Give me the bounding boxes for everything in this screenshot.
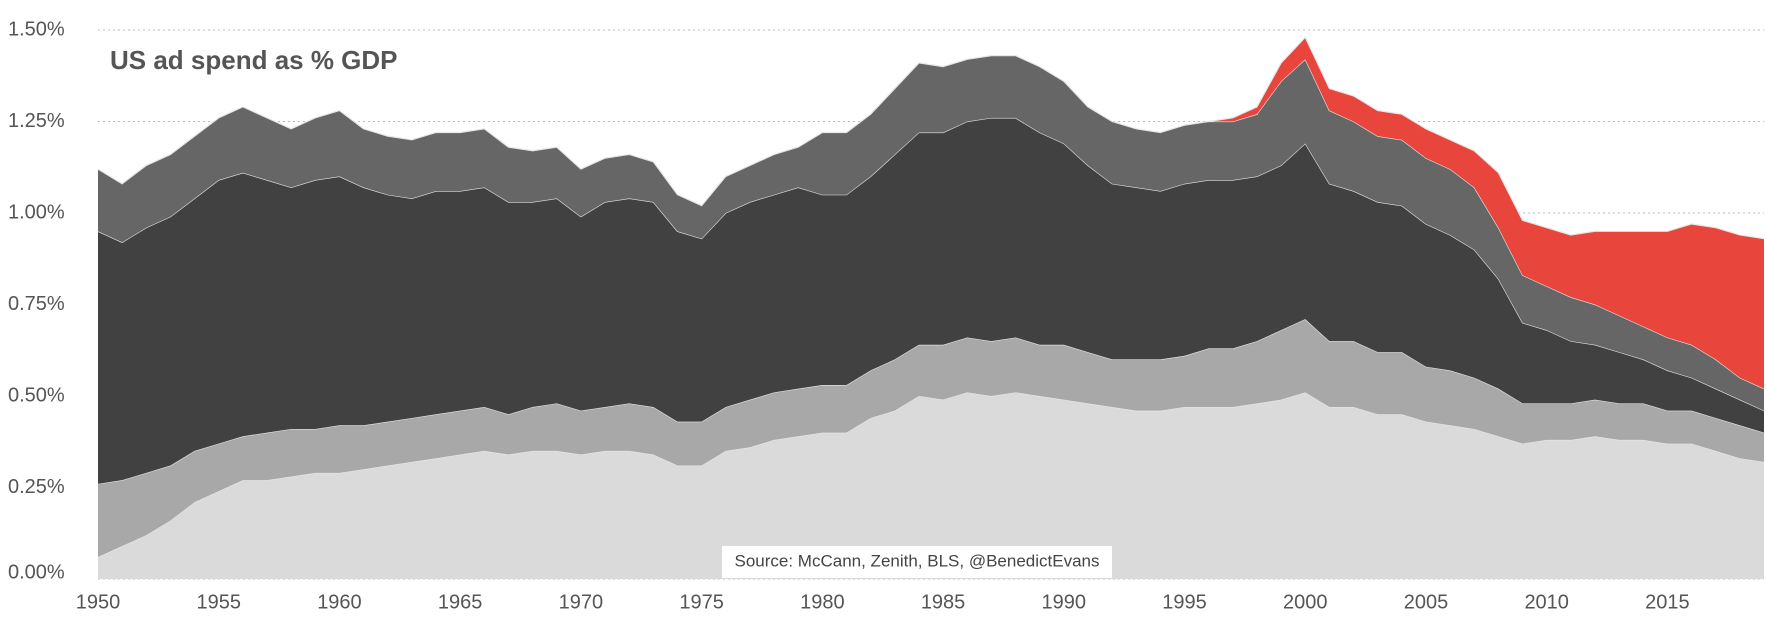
y-tick-label: 0.75%	[8, 293, 65, 315]
x-tick-label: 1955	[196, 591, 241, 613]
y-tick-label: 1.00%	[8, 201, 65, 223]
plot-area	[97, 29, 1765, 580]
x-tick-label: 1950	[76, 591, 121, 613]
area-edge	[1208, 36, 1765, 240]
x-tick-label: 1980	[800, 591, 845, 613]
y-tick-label: 0.50%	[8, 384, 65, 406]
source-note: Source: McCann, Zenith, BLS, @BenedictEv…	[735, 551, 1100, 570]
area	[98, 319, 1764, 558]
source-box	[722, 546, 1112, 578]
x-tick-label: 1990	[1042, 591, 1087, 613]
x-tick-label: 2000	[1283, 591, 1328, 613]
chart-title: US ad spend as % GDP	[110, 45, 398, 75]
x-tick-label: 2015	[1645, 591, 1690, 613]
area	[98, 392, 1764, 579]
x-tick-label: 1960	[317, 591, 362, 613]
x-tick-label: 2010	[1524, 591, 1569, 613]
x-tick-label: 1985	[921, 591, 966, 613]
area	[1208, 37, 1764, 389]
x-tick-label: 1995	[1162, 591, 1207, 613]
y-tick-label: 1.25%	[8, 110, 65, 132]
y-tick-label: 0.00%	[8, 561, 65, 583]
x-tick-label: 1965	[438, 591, 483, 613]
area	[98, 55, 1764, 411]
area	[98, 117, 1764, 484]
x-tick-label: 1975	[679, 591, 724, 613]
y-tick-label: 1.50%	[8, 18, 65, 40]
y-tick-label: 0.25%	[8, 476, 65, 498]
x-tick-label: 1970	[559, 591, 604, 613]
x-tick-label: 2005	[1404, 591, 1449, 613]
